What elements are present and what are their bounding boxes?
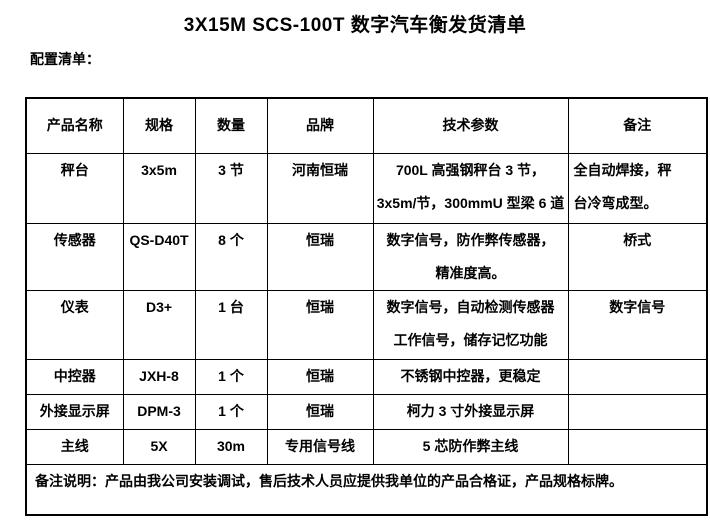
table-row-indicator: 仪表 D3+ 1 台 恒瑞 数字信号，自动检测传感器 工作信号，储存记忆功能 数… xyxy=(25,289,708,360)
cell-params: 柯力 3 寸外接显示屏 xyxy=(372,393,569,430)
cell-qty: 1 个 xyxy=(194,393,268,430)
column-header-brand: 品牌 xyxy=(266,97,374,154)
cell-spec: QS-D40T xyxy=(122,222,196,291)
cell-note: 数字信号 xyxy=(567,289,708,360)
param-line: 5 芯防作弊主线 xyxy=(422,437,519,454)
note-line: 全自动焊接，秤 xyxy=(573,161,672,178)
cell-note: 全自动焊接，秤 台冷弯成型。 xyxy=(567,152,708,224)
footer-remark: 备注说明：产品由我公司安装调试，售后技术人员应提供我单位的产品合格证，产品规格标… xyxy=(25,463,708,516)
shipping-list-table: 产品名称 规格 数量 品牌 技术参数 备注 秤台 3x5m 3 节 河南恒瑞 7… xyxy=(25,97,708,516)
cell-brand: 专用信号线 xyxy=(266,428,374,465)
cell-note xyxy=(567,358,708,395)
cell-note xyxy=(567,393,708,430)
cell-product-name: 传感器 xyxy=(25,222,124,291)
param-line: 数字信号，自动检测传感器 xyxy=(386,298,555,315)
cell-params: 数字信号，防作弊传感器， 精准度高。 xyxy=(372,222,569,291)
table-footer-row: 备注说明：产品由我公司安装调试，售后技术人员应提供我单位的产品合格证，产品规格标… xyxy=(25,463,708,516)
param-line: 3x5m/节，300mmU 型梁 6 道 xyxy=(376,194,565,211)
table-row-controller: 中控器 JXH-8 1 个 恒瑞 不锈钢中控器，更稳定 xyxy=(25,358,708,395)
cell-product-name: 秤台 xyxy=(25,152,124,224)
cell-spec: JXH-8 xyxy=(122,358,196,395)
cell-spec: 3x5m xyxy=(122,152,196,224)
table-row-main-cable: 主线 5X 30m 专用信号线 5 芯防作弊主线 xyxy=(25,428,708,465)
cell-brand: 恒瑞 xyxy=(266,393,374,430)
column-header-params: 技术参数 xyxy=(372,97,569,154)
document-title: 3X15M SCS-100T 数字汽车衡发货清单 xyxy=(183,15,527,36)
param-line: 工作信号，储存记忆功能 xyxy=(393,331,548,348)
cell-qty: 1 台 xyxy=(194,289,268,360)
column-header-product: 产品名称 xyxy=(25,97,124,154)
cell-params: 700L 高强钢秤台 3 节， 3x5m/节，300mmU 型梁 6 道 xyxy=(372,152,569,224)
cell-brand: 恒瑞 xyxy=(266,358,374,395)
column-header-spec: 规格 xyxy=(122,97,196,154)
table-row-external-display: 外接显示屏 DPM-3 1 个 恒瑞 柯力 3 寸外接显示屏 xyxy=(25,393,708,430)
cell-params: 数字信号，自动检测传感器 工作信号，储存记忆功能 xyxy=(372,289,569,360)
note-line: 桥式 xyxy=(623,231,652,248)
param-line: 数字信号，防作弊传感器， xyxy=(386,231,555,248)
table-row-sensor: 传感器 QS-D40T 8 个 恒瑞 数字信号，防作弊传感器， 精准度高。 桥式 xyxy=(25,222,708,291)
cell-product-name: 中控器 xyxy=(25,358,124,395)
cell-brand: 恒瑞 xyxy=(266,222,374,291)
cell-params: 不锈钢中控器，更稳定 xyxy=(372,358,569,395)
cell-spec: D3+ xyxy=(122,289,196,360)
table-row-platform: 秤台 3x5m 3 节 河南恒瑞 700L 高强钢秤台 3 节， 3x5m/节，… xyxy=(25,152,708,224)
cell-brand: 河南恒瑞 xyxy=(266,152,374,224)
cell-qty: 30m xyxy=(194,428,268,465)
cell-spec: 5X xyxy=(122,428,196,465)
table-header-row: 产品名称 规格 数量 品牌 技术参数 备注 xyxy=(25,97,708,154)
cell-params: 5 芯防作弊主线 xyxy=(372,428,569,465)
cell-qty: 3 节 xyxy=(194,152,268,224)
cell-note xyxy=(567,428,708,465)
cell-spec: DPM-3 xyxy=(122,393,196,430)
cell-qty: 1 个 xyxy=(194,358,268,395)
param-line: 700L 高强钢秤台 3 节， xyxy=(395,161,546,178)
param-line: 不锈钢中控器，更稳定 xyxy=(400,367,541,384)
cell-qty: 8 个 xyxy=(194,222,268,291)
cell-product-name: 仪表 xyxy=(25,289,124,360)
column-header-qty: 数量 xyxy=(194,97,268,154)
cell-product-name: 外接显示屏 xyxy=(25,393,124,430)
cell-brand: 恒瑞 xyxy=(266,289,374,360)
note-line: 数字信号 xyxy=(609,298,666,315)
param-line: 柯力 3 寸外接显示屏 xyxy=(406,402,535,419)
config-list-label: 配置清单： xyxy=(30,51,100,67)
param-line: 精准度高。 xyxy=(435,264,506,281)
column-header-note: 备注 xyxy=(567,97,708,154)
cell-note: 桥式 xyxy=(567,222,708,291)
cell-product-name: 主线 xyxy=(25,428,124,465)
note-line: 台冷弯成型。 xyxy=(573,194,658,211)
